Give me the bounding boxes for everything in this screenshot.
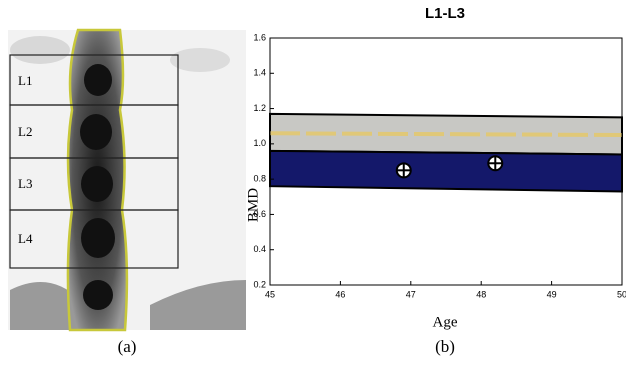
shadow bbox=[10, 36, 70, 64]
y-tick-label: 1.0 bbox=[253, 138, 266, 148]
data-point bbox=[488, 156, 502, 170]
y-tick-label: 1.4 bbox=[253, 68, 266, 78]
caption: (b) bbox=[435, 337, 455, 356]
scan-image: L1 L2 L3 L4 bbox=[8, 30, 246, 330]
x-tick-label: 46 bbox=[335, 289, 345, 299]
data-point bbox=[397, 163, 411, 177]
y-tick-label: 1.2 bbox=[253, 103, 266, 113]
x-tick-label: 47 bbox=[406, 289, 416, 299]
reference-band bbox=[270, 151, 622, 192]
y-tick-label: 0.8 bbox=[253, 174, 266, 184]
figure: L1 L2 L3 L4 (a) L1-L3 BMD Age (b) 0.20.4… bbox=[0, 0, 626, 362]
y-tick-label: 0.4 bbox=[253, 244, 266, 254]
vertebra-label: L4 bbox=[18, 231, 33, 246]
vertebra-label: L1 bbox=[18, 73, 32, 88]
x-tick-label: 48 bbox=[476, 289, 486, 299]
x-tick-label: 49 bbox=[547, 289, 557, 299]
y-tick-label: 1.6 bbox=[253, 32, 266, 42]
vertebra-label: L2 bbox=[18, 124, 32, 139]
chart-title: L1-L3 bbox=[425, 5, 465, 22]
shadow bbox=[170, 48, 230, 72]
x-axis-label: Age bbox=[433, 314, 458, 330]
x-tick-label: 50 bbox=[617, 289, 626, 299]
caption: (a) bbox=[118, 337, 137, 356]
x-tick-label: 45 bbox=[265, 289, 275, 299]
vertebra-label: L3 bbox=[18, 176, 32, 191]
y-tick-label: 0.6 bbox=[253, 209, 266, 219]
y-tick-label: 0.2 bbox=[253, 279, 266, 289]
